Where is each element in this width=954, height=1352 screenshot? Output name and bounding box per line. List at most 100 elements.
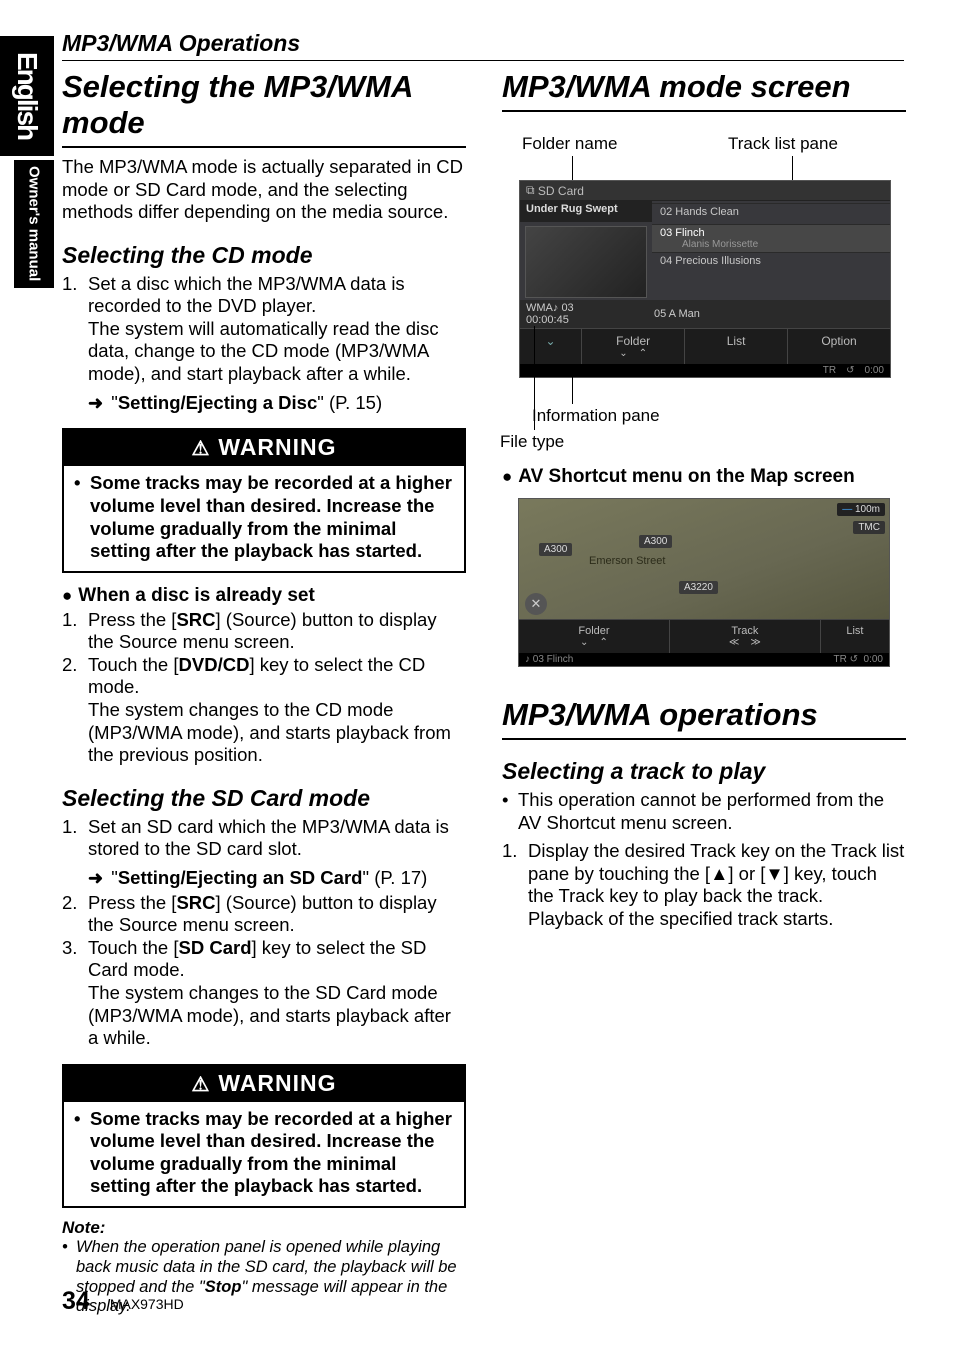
sd-ref-page: (P. 17) bbox=[374, 867, 427, 888]
sd-3a: Touch the [ bbox=[88, 937, 179, 958]
left-h1: Selecting the MP3/WMA mode bbox=[62, 69, 466, 148]
sd-mode-title: Selecting the SD Card mode bbox=[62, 785, 466, 812]
map-area: — 100m TMC A300 A300 Emerson Street A322… bbox=[519, 499, 889, 619]
sd-1: Set an SD card which the MP3/WMA data is… bbox=[88, 816, 449, 860]
left-column: Selecting the MP3/WMA mode The MP3/WMA m… bbox=[62, 69, 466, 1317]
page-footer: 34 MAX973HD bbox=[62, 1287, 184, 1316]
sd-3-key: SD Card bbox=[179, 937, 252, 958]
right-column: MP3/WMA mode screen Folder name Track li… bbox=[502, 69, 906, 1317]
cd-mode-title: Selecting the CD mode bbox=[62, 242, 466, 269]
map-list-button[interactable]: List bbox=[821, 620, 889, 653]
callout-infopane: Information pane bbox=[532, 406, 660, 426]
select-track-bul1: This operation cannot be performed from … bbox=[518, 789, 906, 834]
folder-button[interactable]: Folder⌄ ⌃ bbox=[582, 329, 685, 364]
repeat-icon: ↺ bbox=[846, 365, 854, 376]
list-number: 3. bbox=[62, 937, 88, 1050]
sd-mode-steps: 1. Set an SD card which the MP3/WMA data… bbox=[62, 816, 466, 861]
sd-ref-label: Setting/Ejecting an SD Card bbox=[118, 867, 363, 888]
cd-step1b: The system will automatically read the d… bbox=[88, 318, 439, 384]
close-icon[interactable]: ✕ bbox=[525, 593, 547, 615]
map-track-button[interactable]: Track≪ ≫ bbox=[670, 620, 821, 653]
ds-1-src: SRC bbox=[176, 609, 215, 630]
right-h1b: MP3/WMA operations bbox=[502, 697, 906, 740]
topbar-text: SD Card bbox=[538, 184, 584, 198]
option-button[interactable]: Option bbox=[788, 329, 890, 364]
st-1b: ] or [ bbox=[728, 863, 765, 884]
bullet-icon: • bbox=[74, 1108, 90, 1198]
track-row-selected[interactable]: 03 Flinch Alanis Morissette bbox=[652, 224, 890, 252]
track-list: 02 Hands Clean bbox=[652, 201, 890, 222]
down-icon: ▼ bbox=[765, 863, 783, 884]
callout-folder: Folder name bbox=[522, 134, 617, 154]
warning-icon: ⚠ bbox=[191, 438, 210, 460]
warning-box-2: ⚠ WARNING • Some tracks may be recorded a… bbox=[62, 1064, 466, 1208]
warning-head-2: ⚠ WARNING bbox=[64, 1066, 464, 1102]
warning-label-2: WARNING bbox=[218, 1070, 336, 1096]
cd-ref-page: (P. 15) bbox=[329, 392, 382, 413]
track-row[interactable]: 02 Hands Clean bbox=[652, 203, 890, 220]
warning-text-2: Some tracks may be recorded at a higher … bbox=[90, 1108, 454, 1198]
disc-set-title: When a disc is already set bbox=[78, 585, 315, 606]
road-b: A300 bbox=[639, 535, 672, 548]
right-h1a: MP3/WMA mode screen bbox=[502, 69, 906, 112]
cd-ref-label: Setting/Ejecting a Disc bbox=[118, 392, 317, 413]
ds-2a: Touch the [ bbox=[88, 654, 179, 675]
callout-filetype: File type bbox=[500, 432, 564, 452]
av-shortcut-title: AV Shortcut menu on the Map screen bbox=[518, 466, 854, 487]
sd-3c: The system changes to the SD Card mode (… bbox=[88, 982, 451, 1048]
page-number: 34 bbox=[62, 1287, 90, 1316]
folder-name-cell: Under Rug Swept bbox=[520, 201, 652, 222]
list-number: 2. bbox=[62, 892, 88, 937]
tiny-tr: TR bbox=[823, 365, 836, 376]
down-button[interactable]: ⌄ bbox=[520, 329, 582, 364]
sd-card-screenshot: ⧉ SD Card Under Rug Swept 02 Hands Clean bbox=[519, 180, 891, 378]
disc-set-steps: 1. Press the [SRC] (Source) button to di… bbox=[62, 609, 466, 767]
note-text-stop: Stop bbox=[205, 1278, 242, 1296]
tab-owner: Owner's manual bbox=[14, 160, 54, 288]
warning-text-1: Some tracks may be recorded at a higher … bbox=[90, 472, 454, 562]
list-button[interactable]: List bbox=[685, 329, 788, 364]
dot-icon: ● bbox=[62, 586, 72, 605]
map-screenshot: — 100m TMC A300 A300 Emerson Street A322… bbox=[518, 498, 890, 667]
scale-badge: — 100m bbox=[837, 503, 885, 516]
section-header: MP3/WMA Operations bbox=[62, 30, 904, 61]
map-tiny-time: 0:00 bbox=[864, 654, 883, 665]
list-number: 1. bbox=[62, 816, 88, 861]
road-a: A300 bbox=[539, 543, 572, 556]
note-label: Note: bbox=[62, 1218, 466, 1238]
bullet-icon: • bbox=[502, 789, 518, 834]
cd-mode-steps: 1. Set a disc which the MP3/WMA data is … bbox=[62, 273, 466, 386]
album-art bbox=[525, 226, 647, 298]
callout-trackpane: Track list pane bbox=[728, 134, 838, 154]
side-tabs: English Owner's manual bbox=[0, 36, 54, 292]
screenshot1-wrap: Folder name Track list pane ⧉ SD Card Un… bbox=[502, 134, 906, 454]
warning-label-1: WARNING bbox=[218, 434, 336, 460]
list-number: 1. bbox=[62, 273, 88, 386]
ds-2c: The system changes to the CD mode (MP3/W… bbox=[88, 699, 451, 765]
warning-head-1: ⚠ WARNING bbox=[64, 430, 464, 466]
map-folder-button[interactable]: Folder⌄ ⌃ bbox=[519, 620, 670, 653]
arrow-icon: ➜ bbox=[88, 393, 103, 413]
av-shortcut-head: ●AV Shortcut menu on the Map screen bbox=[502, 466, 906, 488]
street-label: Emerson Street bbox=[589, 555, 665, 567]
cd-step1a: Set a disc which the MP3/WMA data is rec… bbox=[88, 273, 405, 317]
track-row[interactable]: 05 A Man bbox=[654, 308, 884, 320]
info-time: 00:00:45 bbox=[526, 314, 569, 326]
list-number: 2. bbox=[62, 654, 88, 767]
sd-mode-steps-2: 2. Press the [SRC] (Source) button to di… bbox=[62, 892, 466, 1050]
list-number: 1. bbox=[62, 609, 88, 654]
sd-2a: Press the [ bbox=[88, 892, 176, 913]
bullet-icon: • bbox=[74, 472, 90, 562]
select-track-note: • This operation cannot be performed fro… bbox=[502, 789, 906, 834]
arrow-icon: ➜ bbox=[88, 868, 103, 888]
sd-icon: ⧉ bbox=[526, 183, 535, 198]
select-track-title: Selecting a track to play bbox=[502, 758, 906, 785]
ds-1a: Press the [ bbox=[88, 609, 176, 630]
warning-icon: ⚠ bbox=[191, 1074, 210, 1096]
model-name: MAX973HD bbox=[110, 1296, 184, 1312]
cd-ref: ➜ "Setting/Ejecting a Disc" (P. 15) bbox=[88, 392, 466, 415]
map-tiny-tr: TR ↺ bbox=[833, 654, 858, 665]
sd-2-src: SRC bbox=[176, 892, 215, 913]
track-row[interactable]: 04 Precious Illusions bbox=[652, 252, 890, 269]
tiny-time: 0:00 bbox=[865, 365, 884, 376]
